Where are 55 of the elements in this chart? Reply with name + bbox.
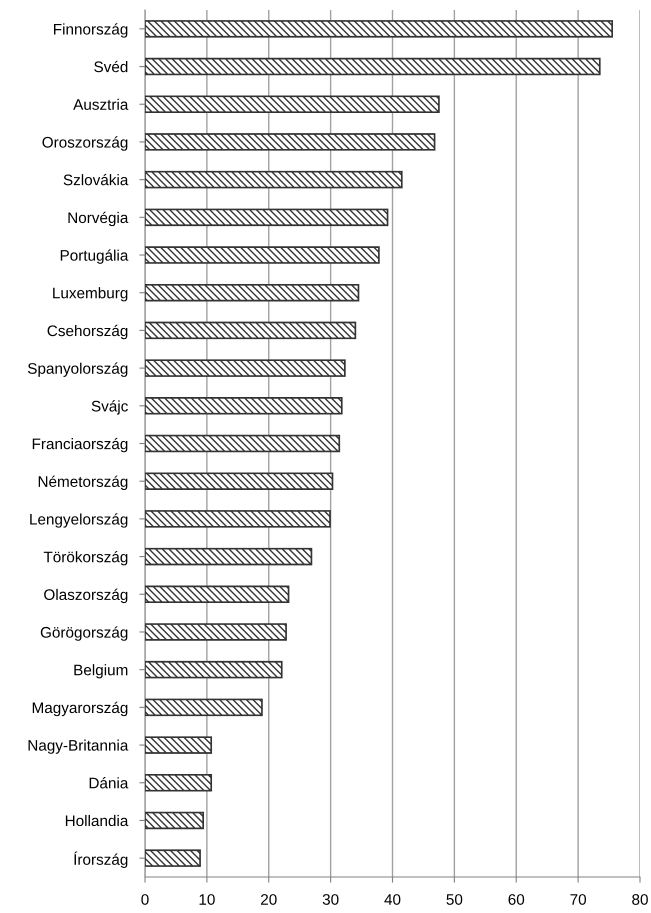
bar — [145, 246, 380, 264]
y-tick-label: Németország — [38, 476, 128, 490]
bar — [145, 95, 440, 113]
y-tick-label: Oroszország — [42, 136, 128, 151]
x-tick-label: 20 — [261, 894, 277, 905]
y-tick-label: Ausztria — [73, 98, 128, 110]
bar — [145, 510, 331, 528]
x-tick-label: 70 — [570, 894, 586, 905]
bar — [145, 322, 356, 340]
bar — [145, 660, 283, 678]
y-tick-label: Dánia — [90, 777, 128, 788]
y-tick-label: Magyarország — [32, 702, 128, 716]
y-tick-label: Lengyelország — [30, 513, 128, 528]
x-tick-label: 80 — [632, 894, 648, 905]
bar — [145, 208, 388, 226]
y-tick-label: Olaszország — [44, 588, 128, 604]
x-tick-label: 50 — [446, 894, 462, 905]
y-tick-label: Svéd — [94, 60, 128, 72]
y-tick-label: Svájc — [92, 400, 128, 415]
bar — [145, 58, 601, 76]
bar — [145, 774, 212, 792]
x-tick-label: 30 — [322, 894, 339, 905]
bar — [145, 20, 613, 38]
y-tick-label: Luxemburg — [53, 287, 128, 302]
bar — [145, 359, 346, 377]
y-tick-label: Finnország — [54, 23, 128, 38]
bar — [145, 698, 263, 716]
bar — [145, 623, 287, 641]
y-tick-label: Franciaország — [32, 438, 128, 452]
y-tick-label: Portugália — [60, 249, 128, 264]
bar — [145, 736, 212, 754]
y-tick-label: Írország — [74, 852, 128, 868]
bar — [145, 133, 436, 151]
bar — [145, 586, 290, 604]
y-tick-label: Szlovákia — [64, 174, 128, 186]
bar — [145, 434, 340, 452]
bar — [145, 472, 334, 490]
y-tick-label: Csehország — [48, 324, 128, 340]
x-tick-label: 0 — [141, 894, 149, 905]
bar — [145, 548, 312, 566]
x-tick-label: 60 — [508, 894, 524, 905]
y-tick-label: Belgium — [74, 664, 128, 678]
y-tick-label: Törökország — [44, 550, 128, 566]
bar — [145, 284, 360, 302]
y-tick-label: Spanyolország — [28, 362, 128, 377]
bar — [145, 849, 201, 867]
bar — [145, 170, 403, 188]
bar — [145, 397, 343, 415]
y-tick-label: Norvégia — [68, 212, 128, 226]
y-tick-label: Hollandia — [66, 814, 128, 826]
x-tick-label: 40 — [384, 894, 400, 905]
x-tick-label: 10 — [200, 894, 215, 905]
y-tick-label: Görögország — [40, 626, 128, 641]
bar — [145, 812, 204, 830]
y-tick-label: Nagy-Britannia — [28, 740, 128, 754]
